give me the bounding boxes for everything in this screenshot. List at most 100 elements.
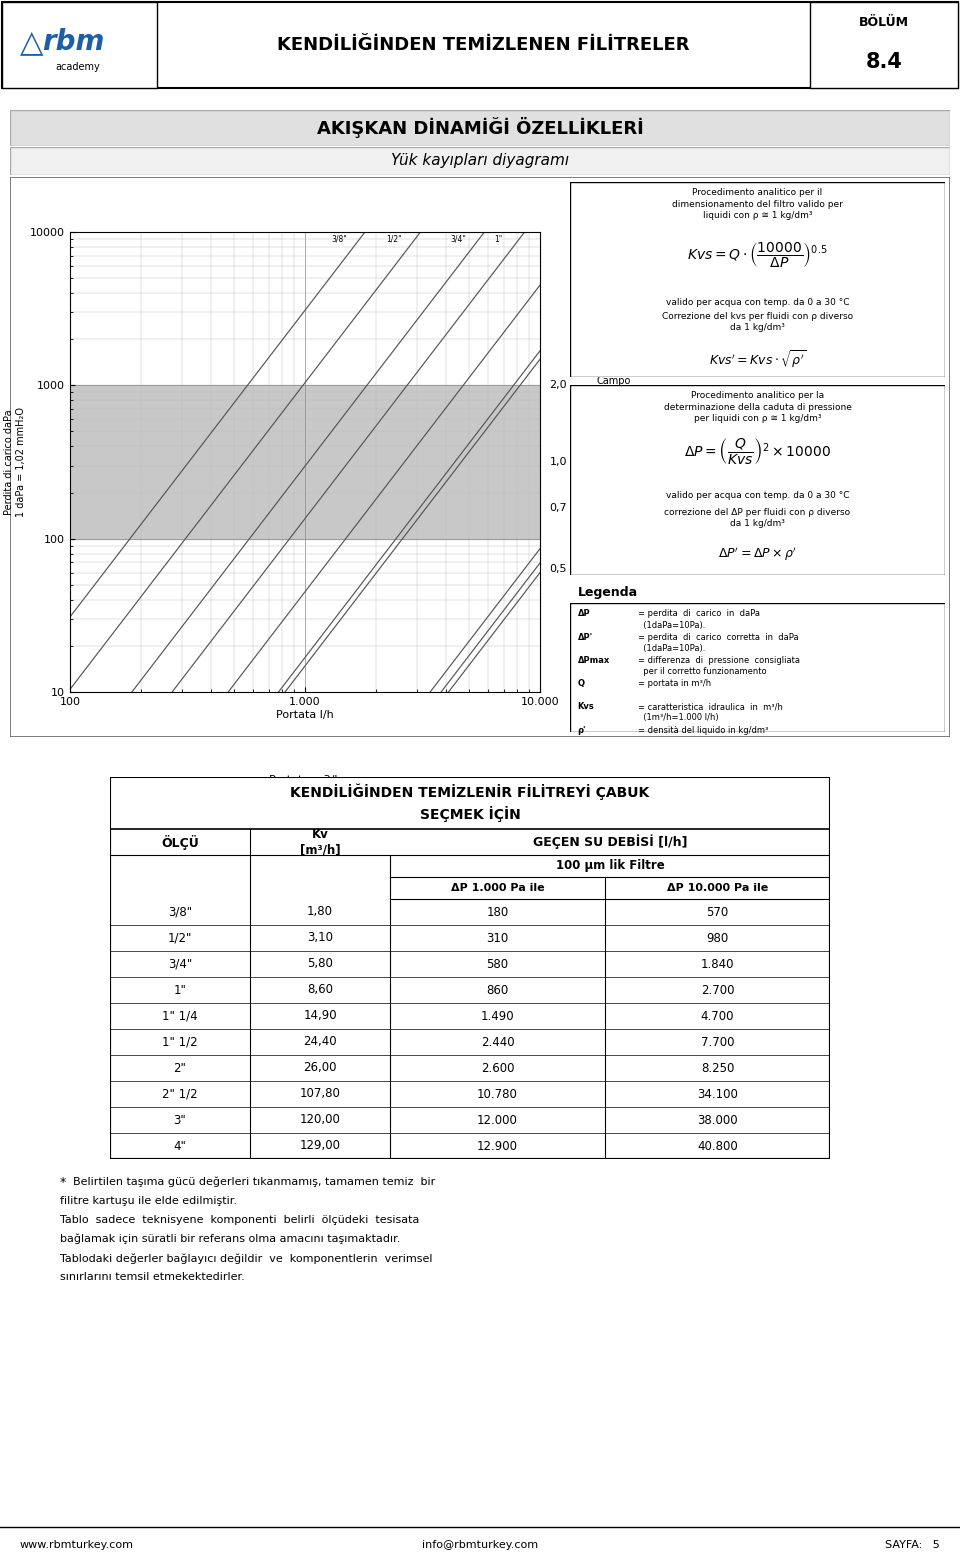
Text: 1" 1/4: 1" 1/4 [162, 1010, 198, 1022]
Text: 310: 310 [487, 932, 509, 944]
Text: = perdita  di  carico  in  daPa
  (1daPa=10Pa).: = perdita di carico in daPa (1daPa=10Pa)… [637, 610, 759, 630]
Text: 2.700: 2.700 [701, 983, 734, 997]
Text: Procedimento analitico per il
dimensionamento del filtro valido per
liquidi con : Procedimento analitico per il dimensiona… [672, 188, 843, 220]
Text: 38.000: 38.000 [697, 1113, 738, 1127]
Text: = caratteristica  idraulica  in  m³/h
  (1m³/h=1.000 l/h): = caratteristica idraulica in m³/h (1m³/… [637, 702, 782, 722]
Y-axis label: Perdita di carico daPa
1 daPa = 1,02 mmH₂O: Perdita di carico daPa 1 daPa = 1,02 mmH… [5, 406, 26, 517]
Text: correzione del ΔP per fluidi con ρ diverso
da 1 kg/dm³: correzione del ΔP per fluidi con ρ diver… [664, 508, 851, 528]
Text: 1/2": 1/2" [387, 234, 402, 244]
Text: www.rbmturkey.com: www.rbmturkey.com [20, 1540, 134, 1550]
Text: 1,0: 1,0 [549, 456, 567, 467]
Text: 8,60: 8,60 [307, 983, 333, 997]
Text: SAYFA:   5: SAYFA: 5 [885, 1540, 940, 1550]
Text: ρ': ρ' [578, 725, 586, 735]
Text: GEÇEN SU DEBİSİ [l/h]: GEÇEN SU DEBİSİ [l/h] [533, 835, 687, 849]
Text: Portata m3/h: Portata m3/h [269, 775, 341, 785]
Bar [810, 2, 958, 88]
Text: Legenda: Legenda [578, 586, 637, 599]
Text: 3/8": 3/8" [331, 234, 347, 244]
Text: ΔP 1.000 Pa ile: ΔP 1.000 Pa ile [450, 883, 544, 892]
Text: 2,0: 2,0 [549, 380, 567, 391]
Text: 570: 570 [707, 905, 729, 919]
Bar [70, 386, 540, 539]
Text: 4.700: 4.700 [701, 1010, 734, 1022]
Text: Tablodaki değerler bağlayıcı değildir  ve  komponentlerin  verimsel: Tablodaki değerler bağlayıcı değildir ve… [60, 1254, 433, 1264]
Text: 2" 1/2: 2" 1/2 [162, 1088, 198, 1100]
Text: 860: 860 [487, 983, 509, 997]
Text: Kvs: Kvs [578, 702, 594, 711]
Text: 3/8": 3/8" [168, 905, 192, 919]
Text: 0,5: 0,5 [549, 564, 567, 575]
Text: △: △ [20, 28, 43, 56]
Text: valido per acqua con temp. da 0 a 30 °C: valido per acqua con temp. da 0 a 30 °C [665, 299, 850, 308]
Text: KENDİLİĞİNDEN TEMİZLENİR FİLİTREYİ ÇABUK
SEÇMEK İÇİN: KENDİLİĞİNDEN TEMİZLENİR FİLİTREYİ ÇABUK… [290, 783, 650, 822]
Text: Campo
operatività
V = m/s: Campo operatività V = m/s [596, 377, 650, 410]
Text: filitre kartuşu ile elde edilmiştir.: filitre kartuşu ile elde edilmiştir. [60, 1196, 237, 1205]
Text: Correzione del kvs per fluidi con ρ diverso
da 1 kg/dm³: Correzione del kvs per fluidi con ρ dive… [662, 313, 853, 333]
Text: 34.100: 34.100 [697, 1088, 738, 1100]
Text: valido per acqua con temp. da 0 a 30 °C: valido per acqua con temp. da 0 a 30 °C [665, 491, 850, 500]
Text: = densità del liquido in kg/dm³: = densità del liquido in kg/dm³ [637, 725, 768, 735]
Text: academy: academy [56, 63, 101, 72]
Text: 180: 180 [487, 905, 509, 919]
Text: ΔP': ΔP' [578, 633, 592, 642]
Text: 0,7: 0,7 [549, 503, 567, 513]
Text: 129,00: 129,00 [300, 1139, 341, 1152]
Bar [2, 2, 157, 88]
Text: $Kvs' = Kvs \cdot \sqrt{\rho'}$: $Kvs' = Kvs \cdot \sqrt{\rho'}$ [708, 349, 806, 370]
Text: 1,80: 1,80 [307, 905, 333, 919]
Text: sınırlarını temsil etmekektedirler.: sınırlarını temsil etmekektedirler. [60, 1272, 245, 1282]
Text: 2.600: 2.600 [481, 1061, 515, 1074]
Text: 4": 4" [174, 1139, 186, 1152]
X-axis label: Portata l/h: Portata l/h [276, 710, 334, 719]
Bar [110, 777, 830, 828]
Text: 1" 1/2: 1" 1/2 [162, 1036, 198, 1049]
Text: 26,00: 26,00 [303, 1061, 337, 1074]
Text: 40.800: 40.800 [697, 1139, 738, 1152]
Text: *: * [60, 1177, 66, 1189]
Text: ΔP 10.000 Pa ile: ΔP 10.000 Pa ile [667, 883, 768, 892]
Text: 12.900: 12.900 [477, 1139, 518, 1152]
Text: 580: 580 [487, 958, 509, 971]
Text: 3": 3" [174, 1113, 186, 1127]
Text: 7.700: 7.700 [701, 1036, 734, 1049]
Text: 8.4: 8.4 [866, 52, 902, 72]
Text: 2": 2" [174, 1061, 186, 1074]
Text: 5,80: 5,80 [307, 958, 333, 971]
Text: ΔP: ΔP [578, 610, 590, 619]
Text: 14,90: 14,90 [303, 1010, 337, 1022]
Text: Kv
[m³/h]: Kv [m³/h] [300, 828, 340, 857]
Text: Belirtilen taşıma gücü değerleri tıkanmamış, tamamen temiz  bir: Belirtilen taşıma gücü değerleri tıkanma… [73, 1177, 435, 1186]
Text: $Kvs = Q \cdot \left(\dfrac{10000}{\Delta P}\right)^{0.5}$: $Kvs = Q \cdot \left(\dfrac{10000}{\Delt… [687, 239, 828, 269]
Text: 8.250: 8.250 [701, 1061, 734, 1074]
Text: 1.490: 1.490 [481, 1010, 515, 1022]
Text: $\Delta P' = \Delta P \times \rho'$: $\Delta P' = \Delta P \times \rho'$ [718, 545, 797, 563]
Text: 1.840: 1.840 [701, 958, 734, 971]
Text: = differenza  di  pressione  consigliata
  per il corretto funzionamento: = differenza di pressione consigliata pe… [637, 656, 800, 675]
Text: KENDİLİĞİNDEN TEMİZLENEN FİLİTRELER: KENDİLİĞİNDEN TEMİZLENEN FİLİTRELER [276, 36, 689, 55]
Text: 24,40: 24,40 [303, 1036, 337, 1049]
Text: 2.440: 2.440 [481, 1036, 515, 1049]
Text: Q: Q [578, 678, 585, 688]
Text: = perdita  di  carico  corretta  in  daPa
  (1daPa=10Pa).: = perdita di carico corretta in daPa (1d… [637, 633, 798, 653]
Text: $\Delta P = \left(\dfrac{Q}{Kvs}\right)^{2} \times 10000$: $\Delta P = \left(\dfrac{Q}{Kvs}\right)^… [684, 436, 831, 467]
Text: 100 µm lik Filtre: 100 µm lik Filtre [556, 860, 664, 872]
Text: 120,00: 120,00 [300, 1113, 341, 1127]
Text: Procedimento analitico per la
determinazione della caduta di pressione
per liqui: Procedimento analitico per la determinaz… [663, 391, 852, 424]
Text: ΔPmax: ΔPmax [578, 656, 610, 664]
Text: AKIŞKAN DİNAMİĞİ ÖZELLİKLERİ: AKIŞKAN DİNAMİĞİ ÖZELLİKLERİ [317, 117, 643, 139]
Text: 10.780: 10.780 [477, 1088, 518, 1100]
Text: info@rbmturkey.com: info@rbmturkey.com [422, 1540, 538, 1550]
Text: 3,10: 3,10 [307, 932, 333, 944]
Text: 1/2": 1/2" [168, 932, 192, 944]
Text: Tablo  sadece  teknisyene  komponenti  belirli  ölçüdeki  tesisata: Tablo sadece teknisyene komponenti belir… [60, 1214, 420, 1225]
Text: = portata in m³/h: = portata in m³/h [637, 678, 710, 688]
Text: ÖLÇÜ: ÖLÇÜ [161, 835, 199, 850]
Text: 3/4": 3/4" [168, 958, 192, 971]
Text: Yük kayıpları diyagramı: Yük kayıpları diyagramı [391, 153, 569, 169]
Text: 1": 1" [494, 234, 503, 244]
Text: 107,80: 107,80 [300, 1088, 341, 1100]
Text: 1": 1" [174, 983, 186, 997]
Text: 980: 980 [707, 932, 729, 944]
Text: 3/4": 3/4" [450, 234, 467, 244]
